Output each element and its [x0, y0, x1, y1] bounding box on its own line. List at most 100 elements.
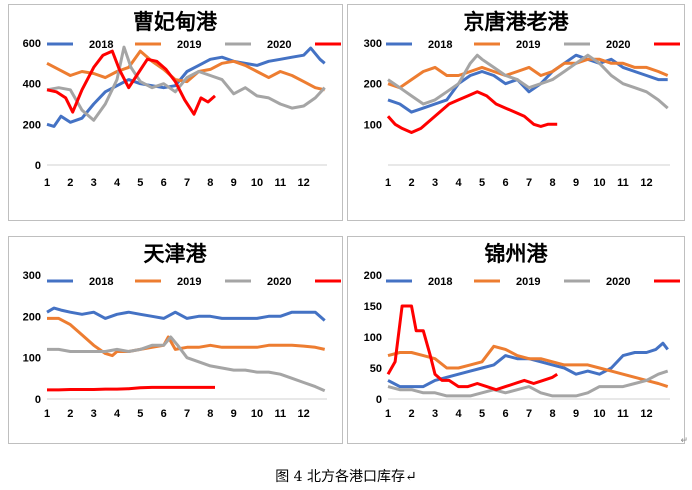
chart-title: 天津港: [144, 242, 208, 266]
x-tick-label: 9: [231, 408, 237, 420]
x-tick-label: 6: [161, 177, 167, 189]
x-tick-label: 8: [207, 408, 213, 420]
x-tick-label: 12: [298, 177, 310, 189]
x-tick-label: 1: [385, 177, 391, 189]
chart-title: 京唐港老港: [464, 10, 570, 34]
series-line-2019: [46, 49, 326, 92]
x-tick-label: 5: [479, 177, 485, 189]
legend-label-2019: 2019: [177, 39, 201, 51]
x-tick-label: 11: [617, 408, 629, 420]
x-tick-label: 1: [44, 177, 50, 189]
y-tick-label: 100: [364, 119, 382, 131]
x-tick-label: 6: [502, 177, 508, 189]
x-tick-label: 8: [549, 177, 555, 189]
y-tick-label: 200: [23, 119, 41, 131]
legend-label-2018: 2018: [89, 276, 113, 288]
series-line-2018: [46, 306, 326, 322]
series-line-2021: [47, 385, 215, 392]
series-line-2020: [47, 335, 326, 393]
x-tick-label: 4: [114, 177, 121, 189]
x-tick-label: 2: [67, 408, 73, 420]
x-tick-label: 4: [455, 408, 462, 420]
figure-caption: 图 4 北方各港口库存↵: [275, 469, 417, 485]
x-tick-label: 12: [298, 408, 310, 420]
legend-label-2020: 2020: [606, 39, 630, 51]
y-tick-label: 150: [364, 301, 382, 313]
x-tick-label: 10: [593, 408, 605, 420]
x-tick-label: 2: [408, 408, 414, 420]
legend-label-2018: 2018: [428, 276, 452, 288]
y-tick-label: 300: [23, 270, 41, 282]
y-tick-label: 400: [23, 79, 41, 91]
series-line-2020: [387, 369, 669, 398]
x-tick-label: 5: [137, 177, 143, 189]
x-tick-label: 3: [432, 177, 438, 189]
y-tick-label: 0: [35, 160, 41, 172]
x-tick-label: 9: [231, 177, 237, 189]
legend-label-2018: 2018: [428, 39, 452, 51]
x-tick-label: 10: [593, 177, 605, 189]
y-tick-label: 50: [370, 363, 382, 375]
series-line-2019: [387, 57, 669, 90]
x-tick-label: 12: [640, 408, 652, 420]
series-line-2018: [387, 341, 669, 389]
x-tick-label: 1: [44, 408, 50, 420]
x-tick-label: 2: [408, 177, 414, 189]
legend-label-2020: 2020: [606, 276, 630, 288]
x-tick-label: 8: [549, 408, 555, 420]
x-tick-label: 9: [573, 408, 579, 420]
legend-label-2018: 2018: [89, 39, 113, 51]
legend-label-2020: 2020: [267, 276, 291, 288]
x-tick-label: 11: [617, 177, 629, 189]
x-tick-label: 7: [526, 177, 532, 189]
y-tick-label: 100: [23, 353, 41, 365]
x-tick-label: 7: [184, 177, 190, 189]
x-tick-label: 6: [161, 408, 167, 420]
x-tick-label: 7: [526, 408, 532, 420]
x-tick-label: 3: [91, 408, 97, 420]
x-tick-label: 2: [67, 177, 73, 189]
x-tick-label: 12: [640, 177, 652, 189]
y-tick-label: 200: [23, 311, 41, 323]
x-tick-label: 8: [207, 177, 213, 189]
series-line-2021: [386, 304, 559, 392]
series-line-2019: [47, 316, 326, 358]
y-tick-label: 600: [23, 38, 41, 50]
chart-panel-tianjin: 天津港 0 100 200 300 1 2 3 4 5 6 7 8 9 10 11 12 2018 2019 2020…: [8, 236, 343, 444]
legend-label-2019: 2019: [516, 276, 540, 288]
series-line-2020: [46, 45, 326, 122]
x-tick-label: 5: [137, 408, 143, 420]
y-tick-label: 200: [364, 79, 382, 91]
legend-label-2020: 2020: [267, 39, 291, 51]
x-tick-label: 7: [184, 408, 190, 420]
chart-title: 锦州港: [485, 242, 549, 266]
legend-label-2019: 2019: [516, 39, 540, 51]
series-line-2021: [46, 49, 216, 116]
series-line-2020: [387, 53, 669, 110]
chart-panel-jingtang: 京唐港老港 100 200 300 1 2 3 4 5 6 7 8 9 10 11 12 2018 2019 202…: [347, 4, 685, 221]
x-tick-label: 4: [455, 177, 462, 189]
chart-panel-jinzhou: 锦州港 0 50 100 150 200 1 2 3 4 5 6 7 8 9 10 11 12 2018 2019 20…: [347, 236, 685, 444]
x-tick-label: 3: [91, 177, 97, 189]
corner-mark: ↵: [680, 436, 688, 446]
x-tick-label: 5: [479, 408, 485, 420]
legend-label-2019: 2019: [177, 276, 201, 288]
y-tick-label: 100: [364, 332, 382, 344]
y-tick-label: 0: [376, 394, 382, 406]
x-tick-label: 11: [275, 408, 287, 420]
chart-title: 曹妃甸港: [133, 10, 218, 34]
series-line-2018: [387, 53, 668, 114]
x-tick-label: 11: [275, 177, 287, 189]
x-tick-label: 1: [385, 408, 391, 420]
x-tick-label: 4: [114, 408, 121, 420]
x-tick-label: 3: [432, 408, 438, 420]
chart-panel-caofeidian: 曹妃甸港 0 200 400 600 1 2 3 4 5 6 7 8 9 10 11 12 2018 2019 202…: [8, 4, 343, 221]
x-tick-label: 6: [502, 408, 508, 420]
y-tick-label: 300: [364, 38, 382, 50]
series-line-2019: [387, 344, 669, 389]
y-tick-label: 200: [364, 270, 382, 282]
